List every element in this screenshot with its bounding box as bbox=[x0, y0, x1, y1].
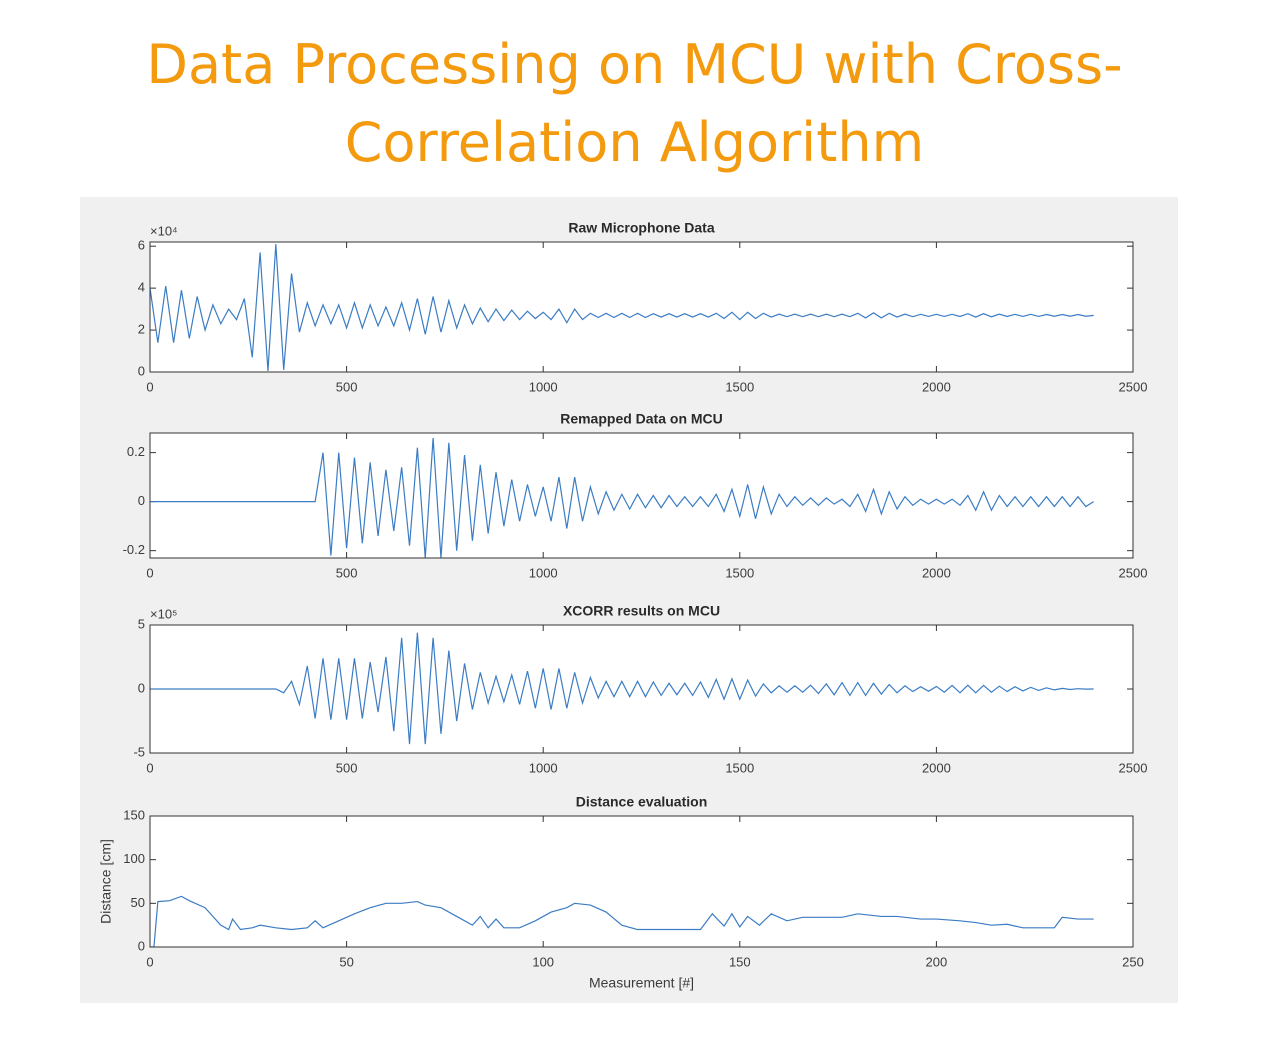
data-line bbox=[150, 437, 1094, 558]
x-tick-label: 100 bbox=[532, 954, 554, 969]
plot-area bbox=[150, 816, 1133, 947]
data-line bbox=[150, 244, 1094, 371]
axes-box bbox=[149, 624, 1134, 754]
chart-title: XCORR results on MCU bbox=[563, 603, 720, 619]
y-tick-label: 0.2 bbox=[127, 444, 145, 459]
x-tick-label: 2500 bbox=[1119, 760, 1148, 775]
chart-title: Remapped Data on MCU bbox=[560, 411, 723, 427]
y-axis-label: Distance [cm] bbox=[98, 839, 114, 924]
x-tick-label: 2500 bbox=[1119, 565, 1148, 580]
x-tick-label: 2000 bbox=[922, 760, 951, 775]
y-tick-label: 2 bbox=[138, 322, 145, 337]
x-tick-label: 500 bbox=[336, 760, 358, 775]
axes-box bbox=[149, 815, 1134, 948]
plot-area bbox=[150, 433, 1133, 558]
y-tick-label: -0.2 bbox=[123, 542, 145, 557]
y-tick-label: 50 bbox=[131, 895, 145, 910]
title-line: Correlation Algorithm bbox=[344, 111, 925, 174]
x-tick-label: 2000 bbox=[922, 565, 951, 580]
x-tick-label: 250 bbox=[1122, 954, 1144, 969]
axes-box bbox=[149, 432, 1134, 559]
x-tick-label: 2500 bbox=[1119, 379, 1148, 394]
chart-title: Raw Microphone Data bbox=[568, 220, 714, 236]
x-tick-label: 1000 bbox=[529, 565, 558, 580]
x-tick-label: 0 bbox=[146, 760, 153, 775]
y-tick-label: 0 bbox=[138, 363, 145, 378]
y-tick-label: 5 bbox=[138, 616, 145, 631]
y-tick-label: 100 bbox=[123, 851, 145, 866]
y-tick-label: 0 bbox=[138, 680, 145, 695]
title-line: Data Processing on MCU with Cross- bbox=[146, 33, 1123, 96]
y-tick-label: 0 bbox=[138, 938, 145, 953]
plot-area bbox=[150, 242, 1133, 372]
x-tick-label: 200 bbox=[926, 954, 948, 969]
y-tick-label: 150 bbox=[123, 807, 145, 822]
x-tick-label: 0 bbox=[146, 954, 153, 969]
x-tick-label: 150 bbox=[729, 954, 751, 969]
y-scale-label: ×10⁵ bbox=[150, 606, 177, 621]
x-tick-label: 2000 bbox=[922, 379, 951, 394]
x-tick-label: 1500 bbox=[725, 565, 754, 580]
x-axis-label: Measurement [#] bbox=[589, 975, 694, 991]
data-line bbox=[150, 632, 1094, 745]
x-tick-label: 50 bbox=[339, 954, 353, 969]
x-tick-label: 1000 bbox=[529, 760, 558, 775]
y-tick-label: 6 bbox=[138, 238, 145, 253]
y-tick-label: 0 bbox=[138, 493, 145, 508]
x-tick-label: 500 bbox=[336, 379, 358, 394]
x-tick-label: 1500 bbox=[725, 760, 754, 775]
data-line bbox=[150, 895, 1094, 947]
axes-box bbox=[149, 241, 1134, 373]
y-tick-label: -5 bbox=[133, 744, 145, 759]
y-tick-label: 4 bbox=[138, 280, 145, 295]
y-scale-label: ×10⁴ bbox=[150, 223, 178, 238]
x-tick-label: 0 bbox=[146, 565, 153, 580]
x-tick-label: 0 bbox=[146, 379, 153, 394]
slide-title: Data Processing on MCU with Cross- Corre… bbox=[0, 26, 1269, 182]
x-tick-label: 500 bbox=[336, 565, 358, 580]
x-tick-label: 1500 bbox=[725, 379, 754, 394]
chart-title: Distance evaluation bbox=[576, 794, 708, 810]
x-tick-label: 1000 bbox=[529, 379, 558, 394]
